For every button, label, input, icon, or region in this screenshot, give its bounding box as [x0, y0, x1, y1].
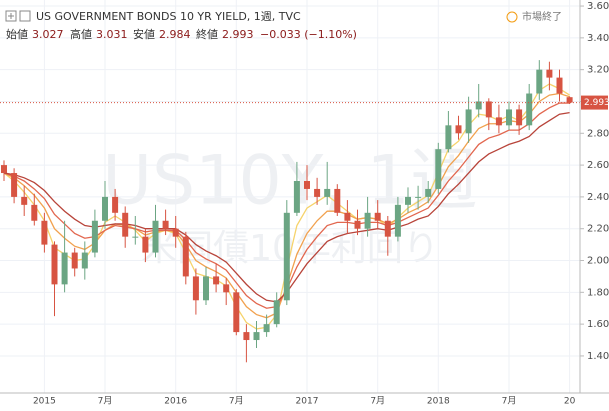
high-value: 3.031 — [96, 28, 128, 41]
x-tick-label: 2017 — [296, 397, 319, 407]
high-label: 高値 — [70, 27, 92, 41]
candle-body — [506, 109, 512, 126]
candle-body — [314, 188, 321, 197]
candle-body — [526, 93, 533, 126]
x-tick-label: 2015 — [33, 397, 56, 407]
candle-body — [546, 69, 553, 78]
candle-body — [263, 324, 270, 333]
y-tick-label: 3.400 — [587, 33, 609, 44]
candle-body — [465, 109, 472, 134]
candle-body — [405, 196, 411, 205]
change-value: −0.033 (−1.10%) — [260, 28, 357, 41]
candle-body — [415, 196, 422, 198]
candle-body — [172, 228, 179, 237]
y-tick-label: 1.400 — [587, 351, 609, 362]
candle-body — [203, 276, 209, 301]
y-tick-label: 1.600 — [587, 319, 609, 330]
candle-body — [455, 125, 462, 134]
candle-body — [61, 252, 68, 285]
candle-body — [223, 284, 230, 293]
x-tick-label: 7月 — [502, 396, 517, 407]
candle-body — [233, 292, 240, 333]
candle-body — [475, 101, 482, 110]
candle-body — [11, 173, 18, 197]
candle-body — [334, 188, 341, 213]
x-tick-label: 20 — [564, 397, 576, 407]
close-label: 終値 — [196, 27, 218, 41]
candle-body — [182, 236, 189, 277]
candle-body — [425, 188, 432, 197]
candle-body — [253, 332, 260, 341]
collapse-icon[interactable] — [5, 10, 17, 22]
plot — [0, 0, 580, 393]
last-price-label: 2.993 — [584, 98, 609, 108]
y-tick-label: 2.000 — [587, 256, 609, 267]
candle-body — [566, 97, 573, 103]
candle-body — [324, 188, 331, 197]
x-tick-label: 7月 — [229, 396, 244, 407]
close-value: 2.993 — [222, 28, 254, 41]
low-value: 2.984 — [159, 28, 191, 41]
y-tick-label: 2.400 — [587, 192, 609, 203]
candle-body — [152, 220, 159, 253]
candle-body — [162, 220, 169, 229]
candle-body — [71, 252, 78, 269]
x-tick-label: 7月 — [98, 396, 113, 407]
candle-body — [283, 212, 290, 301]
y-tick-label: 2.600 — [587, 160, 609, 171]
candle-body — [273, 300, 280, 325]
x-tick-label: 2016 — [164, 397, 187, 407]
candle-body — [364, 212, 371, 229]
candle-body — [536, 69, 543, 94]
candle-body — [51, 244, 58, 285]
candle-body — [485, 101, 492, 118]
last-price-box — [581, 95, 608, 110]
candle-body — [31, 204, 38, 221]
candle-body — [293, 180, 300, 213]
candle-body — [556, 77, 563, 94]
market-status: 市場終了 — [522, 10, 562, 23]
settings-icon[interactable] — [19, 10, 31, 22]
y-tick-label: 3.200 — [587, 65, 609, 76]
y-tick-label: 2.200 — [587, 224, 609, 235]
candle-body — [41, 220, 48, 245]
candle-body — [354, 220, 361, 229]
candle-body — [81, 252, 88, 269]
candle-body — [445, 125, 452, 150]
candle-body — [516, 109, 523, 126]
candle-body — [213, 276, 220, 285]
y-tick-label: 3.600 — [587, 1, 609, 12]
candle-body — [102, 196, 108, 221]
y-tick-label: 1.800 — [587, 287, 609, 298]
candle-body — [344, 212, 351, 221]
candle-body — [384, 220, 391, 237]
low-label: 安値 — [133, 27, 155, 41]
candle-body — [243, 332, 250, 341]
candle-body — [132, 236, 139, 238]
candle-body — [142, 236, 149, 253]
candle-body — [394, 204, 401, 237]
candle-body — [435, 149, 442, 189]
status-icon — [506, 11, 518, 23]
x-tick-label: 2018 — [427, 397, 450, 407]
candle-body — [91, 220, 98, 253]
candle-body — [495, 117, 502, 126]
candle-body — [1, 165, 7, 174]
open-label: 始値 — [6, 27, 28, 41]
y-tick-label: 2.800 — [587, 128, 609, 139]
candle-body — [122, 212, 129, 237]
candle-body — [21, 196, 28, 205]
candle-body — [192, 276, 199, 301]
candle-body — [374, 212, 381, 221]
open-value: 3.027 — [32, 28, 64, 41]
watermark: US10Y, 1週 — [102, 142, 478, 221]
candle-body — [304, 180, 310, 189]
candle-body — [112, 196, 119, 213]
x-tick-label: 7月 — [370, 396, 385, 407]
symbol-title[interactable]: US GOVERNMENT BONDS 10 YR YIELD, 1週, TVC — [36, 10, 301, 23]
